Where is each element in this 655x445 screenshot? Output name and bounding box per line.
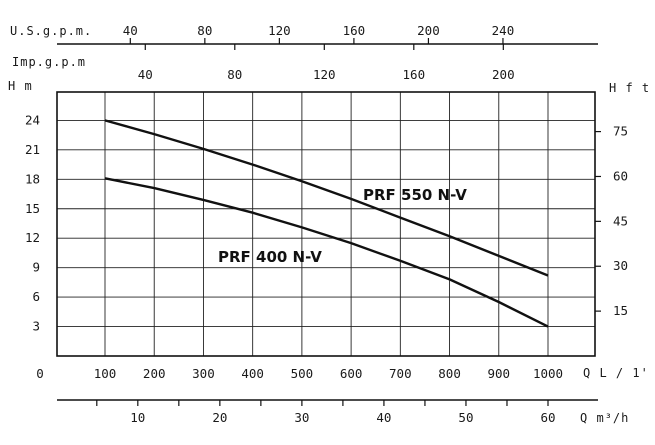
bottom-tick-label: 1000: [533, 366, 563, 381]
series-label-prf-550: PRF 550 N-V: [363, 186, 467, 204]
series-line-prf-550: [104, 119, 549, 277]
plot-frame: [56, 91, 596, 357]
right-axis-ticks: 15 30 45 60 75: [595, 124, 628, 318]
bottom-tick-label: 500: [291, 366, 314, 381]
usgpm-tick-label: 40: [123, 23, 138, 38]
left-tick-label: 12: [25, 230, 40, 245]
performance-curves: [104, 119, 549, 328]
impgpm-tick-label: 40: [138, 67, 153, 82]
left-tick-label: 24: [25, 112, 40, 127]
m3h-tick-label: 30: [294, 410, 309, 425]
usgpm-tick-label: 80: [197, 23, 212, 38]
impgpm-tick-label: 80: [227, 67, 242, 82]
impgpm-tick-label: 120: [313, 67, 336, 82]
left-tick-label: 3: [32, 319, 40, 334]
left-tick-label: 6: [32, 289, 40, 304]
right-tick-label: 45: [613, 213, 628, 228]
top-axes: U.S.g.p.m. 40 80 120 160 200 240 Imp.g.p.m 40…: [10, 23, 598, 82]
bottom-tick-label: 0: [36, 366, 44, 381]
m3h-tick-label: 50: [458, 410, 473, 425]
left-axis-ticks: 3 6 9 12 15 18 21 24: [25, 112, 40, 333]
usgpm-tick-label: 120: [268, 23, 291, 38]
usgpm-tick-label: 200: [417, 23, 440, 38]
m3h-tick-label: 60: [540, 410, 555, 425]
left-tick-label: 18: [25, 171, 40, 186]
bottom-tick-label: 600: [340, 366, 363, 381]
m3h-tick-label: 10: [130, 410, 145, 425]
left-tick-label: 9: [32, 260, 40, 275]
m3h-tick-label: 20: [212, 410, 227, 425]
bottom-tick-label: 300: [192, 366, 215, 381]
left-tick-label: 21: [25, 142, 40, 157]
usgpm-ticks: 40 80 120 160 200 240: [123, 23, 514, 44]
impgpm-ticks: 40 80 120 160 200: [138, 44, 515, 82]
usgpm-axis-title: U.S.g.p.m.: [10, 24, 92, 38]
usgpm-tick-label: 160: [343, 23, 366, 38]
right-axis-title: H f t: [609, 81, 650, 95]
right-tick-label: 30: [613, 258, 628, 273]
series-line-prf-400: [104, 177, 549, 328]
impgpm-axis-title: Imp.g.p.m: [12, 55, 86, 69]
bottom-tick-label: 800: [438, 366, 461, 381]
series-label-prf-400: PRF 400 N-V: [218, 248, 322, 266]
impgpm-tick-label: 200: [492, 67, 515, 82]
left-tick-label: 15: [25, 201, 40, 216]
right-tick-label: 60: [613, 168, 628, 183]
right-tick-label: 75: [613, 124, 628, 139]
bottom-primary-ticks: 0 100 200 300 400 500 600 700 800 900 1000: [36, 366, 563, 381]
impgpm-tick-label: 160: [403, 67, 426, 82]
bottom-primary-axis-title: Q L / 1': [583, 366, 649, 380]
bottom-tick-label: 100: [94, 366, 117, 381]
m3h-tick-label: 40: [376, 410, 391, 425]
bottom-tick-label: 400: [241, 366, 264, 381]
bottom-tick-label: 900: [487, 366, 510, 381]
plot-grid: [57, 92, 595, 356]
bottom-tick-label: 200: [143, 366, 166, 381]
right-tick-label: 15: [613, 303, 628, 318]
left-axis-title: H m: [8, 79, 33, 93]
bottom-tick-label: 700: [389, 366, 412, 381]
m3h-ticks: 10 20 30 40 50 60: [96, 400, 556, 425]
usgpm-tick-label: 240: [492, 23, 515, 38]
m3h-axis-title: Q m³/h: [580, 411, 629, 425]
